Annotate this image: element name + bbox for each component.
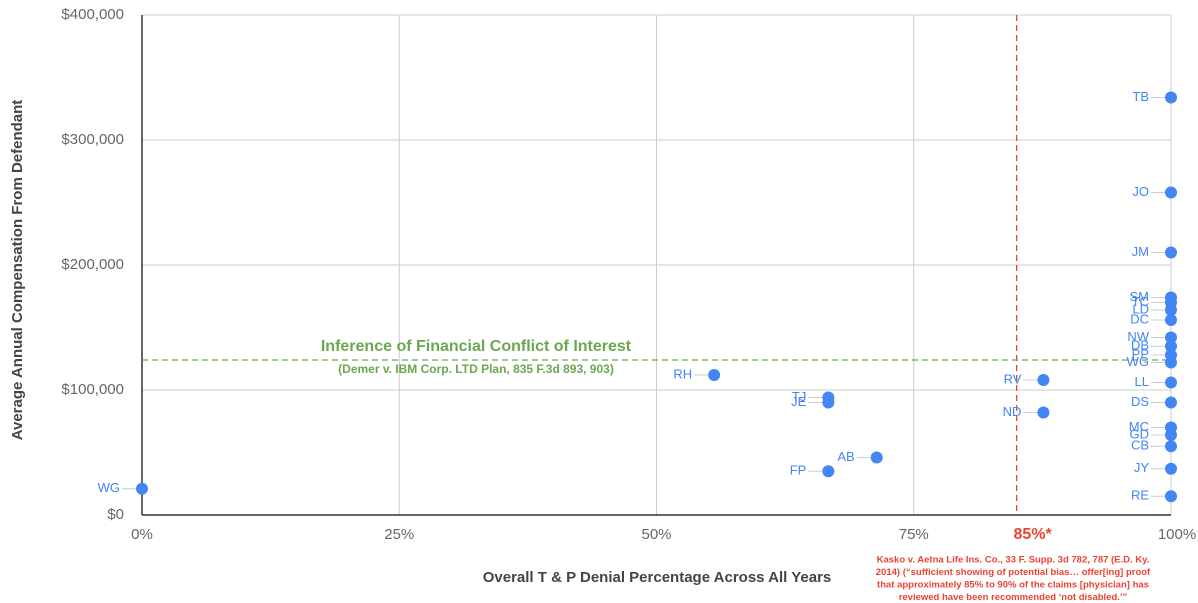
- x-tick-label: 100%: [1158, 526, 1196, 543]
- y-tick-label: $100,000: [61, 381, 124, 398]
- y-axis-title: Average Annual Compensation From Defenda…: [9, 100, 26, 441]
- point: [1165, 304, 1177, 316]
- point-label: CB: [1131, 438, 1149, 453]
- point-label: ND: [1003, 404, 1022, 419]
- point-label: TC: [1132, 294, 1149, 309]
- point: [136, 482, 148, 495]
- point-label: AB: [837, 449, 854, 464]
- point-label: WG: [98, 480, 120, 495]
- x-tick-label: 0%: [131, 526, 153, 543]
- annotation-sub: (Demer v. IBM Corp. LTD Plan, 835 F.3d 8…: [338, 362, 614, 376]
- point: [1037, 406, 1050, 419]
- x-tick-label: 25%: [384, 526, 414, 543]
- point: [1165, 440, 1177, 453]
- point-label: RE: [1131, 488, 1149, 503]
- point: [1037, 374, 1050, 386]
- point: [870, 451, 883, 464]
- footnote: Kasko v. Aetna Life Ins. Co., 33 F. Supp…: [877, 555, 1150, 566]
- point-label: WG: [1127, 354, 1149, 369]
- y-tick-label: $300,000: [61, 131, 124, 148]
- point-label: JM: [1132, 244, 1149, 259]
- point: [1165, 376, 1177, 389]
- point: [1165, 490, 1177, 503]
- point-label: JY: [1134, 460, 1150, 475]
- point-label: JE: [791, 394, 807, 409]
- point-label: GD: [1130, 426, 1150, 441]
- point: [1165, 429, 1177, 441]
- point-label: TJ: [792, 389, 806, 404]
- point: [822, 396, 835, 409]
- point-label: TB: [1132, 89, 1149, 104]
- point: [1165, 331, 1177, 344]
- y-tick-label: $0: [107, 506, 124, 523]
- point-label: JO: [1132, 184, 1149, 199]
- y-tick-label: $400,000: [61, 6, 124, 23]
- reference-label: 85%*: [1014, 526, 1053, 543]
- point-label: RH: [673, 366, 692, 381]
- point: [1165, 340, 1177, 353]
- point-label: SM: [1130, 289, 1150, 304]
- point: [1165, 246, 1177, 259]
- y-tick-label: $200,000: [61, 256, 124, 273]
- x-tick-label: 75%: [899, 526, 929, 543]
- point-label: LL: [1135, 374, 1149, 389]
- point-label: DC: [1130, 311, 1149, 326]
- point-label: DB: [1131, 338, 1149, 353]
- footnote: reviewed have been recommended ‘not disa…: [899, 592, 1128, 603]
- point-label: LD: [1132, 301, 1149, 316]
- point-label: NW: [1127, 329, 1149, 344]
- point: [1165, 396, 1177, 409]
- point: [1165, 462, 1177, 475]
- x-tick-label: 50%: [641, 526, 671, 543]
- annotation: Inference of Financial Conflict of Inter…: [321, 338, 632, 355]
- point-label: PP: [1132, 346, 1149, 361]
- point: [1165, 356, 1177, 369]
- point-label: MC: [1129, 419, 1149, 434]
- point-label: FP: [790, 463, 807, 478]
- footnote: that approximately 85% to 90% of the cla…: [877, 580, 1149, 591]
- point: [1165, 186, 1177, 199]
- point: [1165, 314, 1177, 326]
- point: [822, 465, 835, 478]
- point: [1165, 91, 1177, 104]
- point: [708, 369, 721, 381]
- x-axis-title: Overall T & P Denial Percentage Across A…: [483, 569, 832, 586]
- point-label: RV: [1004, 371, 1022, 386]
- footnote: 2014) (“sufficient showing of potential …: [876, 567, 1151, 578]
- point-label: DS: [1131, 394, 1149, 409]
